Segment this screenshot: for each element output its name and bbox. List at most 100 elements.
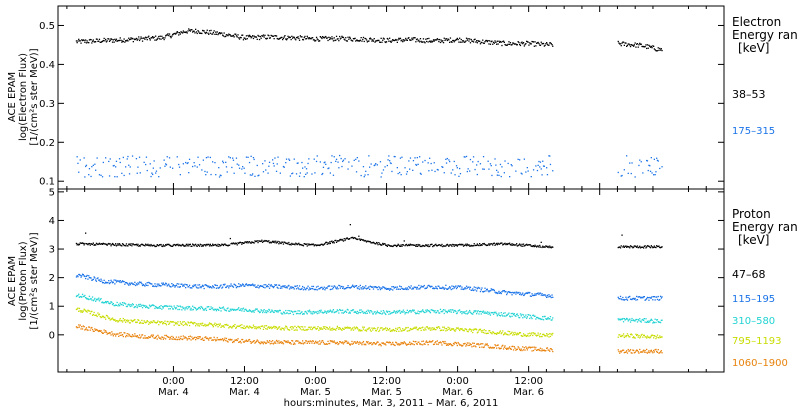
electron-point [138, 39, 141, 42]
proton-point [312, 310, 315, 313]
proton-point [345, 327, 348, 329]
proton-point [420, 245, 422, 247]
electron-point [143, 37, 145, 39]
proton-point [522, 245, 524, 247]
proton-point [646, 352, 649, 354]
proton-point [122, 317, 124, 320]
proton-point [76, 275, 78, 277]
proton-point [425, 287, 427, 289]
proton-point [242, 284, 245, 286]
proton-point [345, 341, 347, 343]
proton-point [91, 314, 94, 316]
proton-point [394, 244, 396, 246]
proton-point [321, 286, 323, 288]
proton-point [131, 283, 134, 285]
electron-point [415, 41, 417, 43]
proton-point [137, 305, 139, 307]
proton-point [148, 244, 150, 247]
electron-point [499, 41, 501, 43]
proton-point [202, 325, 204, 327]
proton-point [302, 289, 305, 291]
electron-point [386, 164, 388, 167]
proton-point [552, 246, 554, 248]
proton-point [440, 287, 442, 289]
electron-point [115, 160, 118, 162]
electron-point [175, 33, 177, 35]
proton-point [417, 243, 419, 246]
proton-point [436, 310, 438, 312]
electron-series-1 [75, 28, 663, 52]
electron-point [519, 44, 522, 47]
proton-point [214, 308, 216, 310]
electron-point [100, 174, 102, 176]
proton-point [392, 328, 395, 331]
proton-point [102, 242, 104, 244]
proton-point [486, 343, 488, 345]
proton-point [498, 290, 500, 293]
proton-point [198, 336, 201, 338]
electron-point [272, 35, 274, 37]
proton-point [372, 288, 375, 290]
proton-point [496, 332, 498, 334]
proton-point [395, 288, 398, 290]
proton-point [247, 242, 249, 244]
electron-point [489, 163, 492, 165]
electron-point [235, 33, 237, 35]
proton-point [185, 323, 188, 325]
proton-point [328, 285, 330, 287]
proton-point [88, 326, 90, 328]
proton-point [389, 327, 391, 330]
electron-point [298, 39, 301, 41]
proton-point [280, 285, 282, 288]
proton-point [372, 286, 374, 288]
electron-point [506, 44, 508, 46]
proton-point [498, 312, 500, 314]
proton-point [370, 330, 372, 332]
electron-point [527, 170, 529, 172]
proton-point [548, 318, 550, 320]
proton-point [258, 326, 261, 328]
electron-point [490, 165, 492, 167]
proton-point [477, 244, 479, 246]
proton-point [439, 287, 442, 289]
electron-point [205, 157, 208, 159]
proton-point [337, 343, 339, 346]
electron-point [102, 40, 104, 42]
proton-point [137, 243, 139, 245]
proton-point [170, 321, 172, 323]
electron-point [340, 157, 342, 160]
electron-point [155, 170, 158, 172]
electron-point [353, 159, 355, 161]
electron-point [267, 34, 269, 36]
proton-point [128, 243, 131, 245]
proton-point [318, 343, 320, 345]
proton-point [343, 341, 345, 344]
proton-point [98, 297, 100, 299]
electron-point [395, 38, 397, 41]
proton-point [76, 294, 78, 297]
proton-point [336, 309, 338, 311]
proton-point [330, 328, 332, 330]
electron-point [348, 38, 350, 40]
proton-point [653, 321, 655, 323]
electron-point [542, 42, 544, 45]
proton-point [424, 343, 426, 345]
proton-point [628, 319, 630, 321]
electron-point [623, 169, 625, 171]
electron-point [364, 174, 366, 176]
proton-point [162, 307, 164, 309]
proton-point [499, 330, 502, 332]
proton-point [442, 309, 445, 311]
proton-point [644, 299, 646, 301]
proton-point [519, 348, 521, 351]
electron-point [306, 172, 308, 174]
electron-point [192, 30, 194, 32]
proton-point [310, 313, 312, 315]
electron-point [322, 166, 325, 168]
electron-plot-frame [57, 5, 725, 190]
proton-point [248, 310, 250, 312]
proton-point [235, 326, 238, 329]
proton-point [510, 292, 512, 294]
proton-point [188, 284, 191, 286]
proton-point [146, 337, 148, 339]
